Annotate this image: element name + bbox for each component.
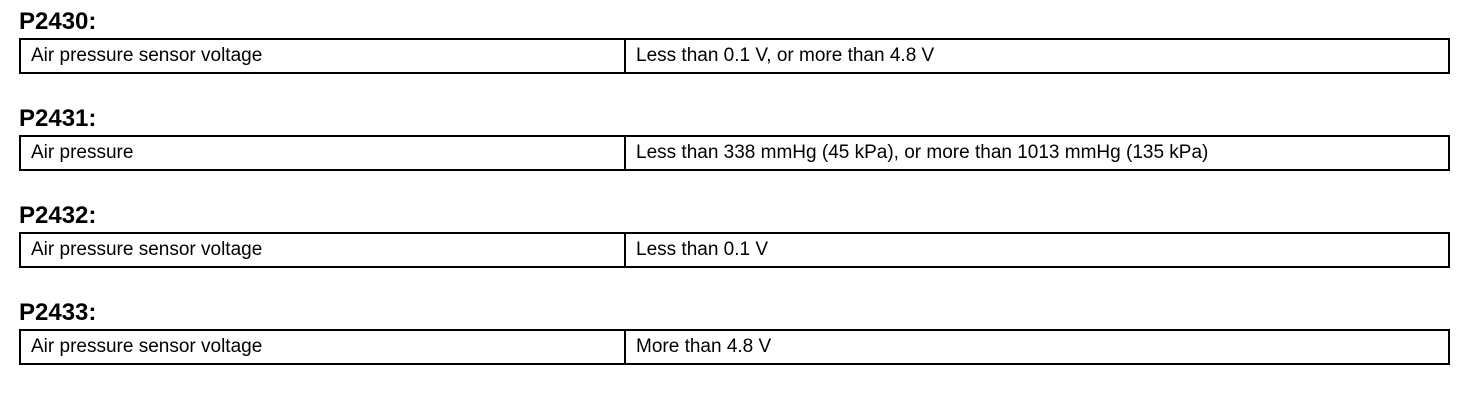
table-cell: Air pressure sensor voltage xyxy=(19,38,626,74)
table-row: Air pressure Less than 338 mmHg (45 kPa),… xyxy=(19,135,1450,171)
table-row: Air pressure sensor voltage More than 4.8… xyxy=(19,329,1450,365)
section: P2433: Air pressure sensor voltage More th… xyxy=(19,297,1450,365)
table-cell: Air pressure xyxy=(19,135,626,171)
table-cell: Less than 0.1 V, or more than 4.8 V xyxy=(624,38,1450,74)
spec-table: Air pressure sensor voltage More than 4.8… xyxy=(19,329,1450,365)
table-cell: Air pressure sensor voltage xyxy=(19,232,626,268)
table-cell: More than 4.8 V xyxy=(624,329,1450,365)
spec-table: Air pressure sensor voltage Less than 0.1… xyxy=(19,232,1450,268)
spec-table: Air pressure Less than 338 mmHg (45 kPa),… xyxy=(19,135,1450,171)
section: P2432: Air pressure sensor voltage Less th… xyxy=(19,200,1450,268)
section: P2431: Air pressure Less than 338 mmHg (45… xyxy=(19,103,1450,171)
section-title: P2433: xyxy=(19,299,97,326)
section-title: P2432: xyxy=(19,202,97,229)
spec-table: Air pressure sensor voltage Less than 0.1… xyxy=(19,38,1450,74)
table-row: Air pressure sensor voltage Less than 0.1… xyxy=(19,232,1450,268)
table-row: Air pressure sensor voltage Less than 0.1… xyxy=(19,38,1450,74)
section-title: P2431: xyxy=(19,105,97,132)
table-cell: Less than 338 mmHg (45 kPa), or more tha… xyxy=(624,135,1450,171)
table-cell: Less than 0.1 V xyxy=(624,232,1450,268)
table-cell: Air pressure sensor voltage xyxy=(19,329,626,365)
section: P2430: Air pressure sensor voltage Less th… xyxy=(19,6,1450,74)
section-title: P2430: xyxy=(19,8,97,35)
